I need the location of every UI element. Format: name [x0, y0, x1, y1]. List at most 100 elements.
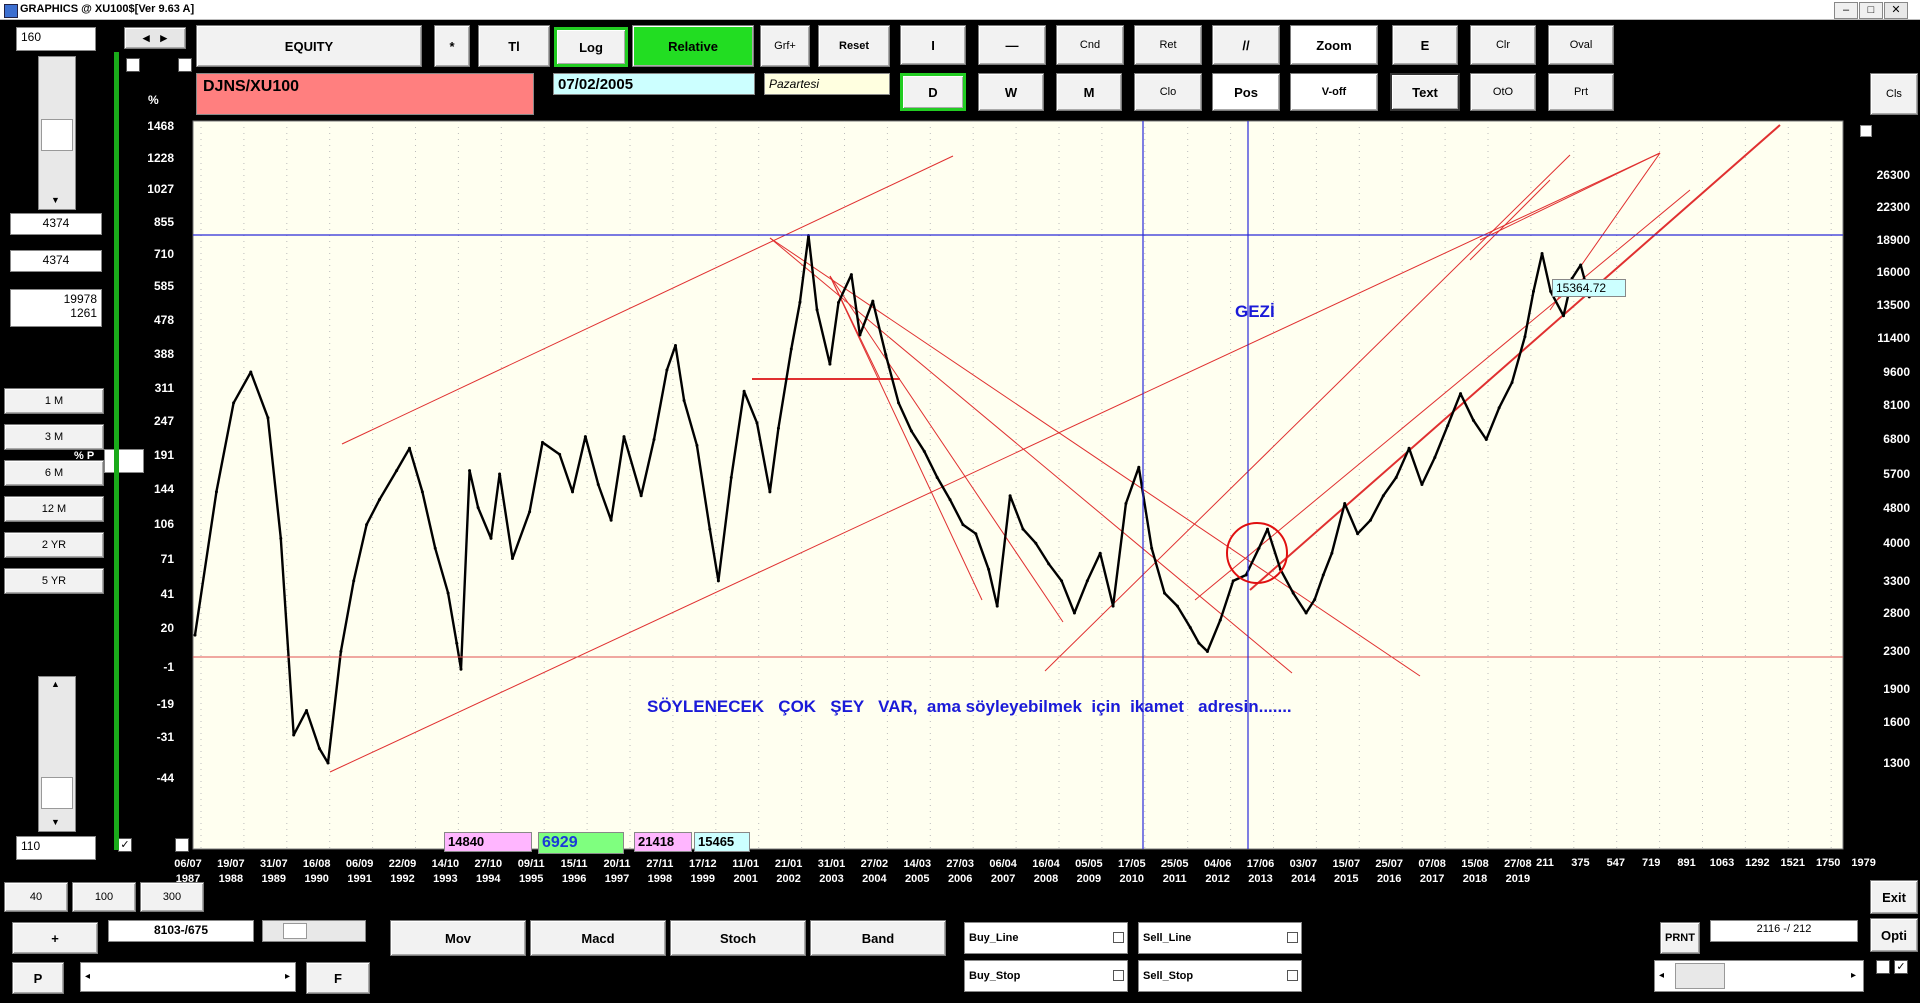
exit-button[interactable]: Exit — [1870, 880, 1918, 914]
maximize-button[interactable]: □ — [1859, 2, 1883, 19]
p-scrollbar[interactable]: ◂ ▸ — [80, 962, 296, 992]
period-2yr-button[interactable]: 2 YR — [4, 532, 104, 558]
oto-button[interactable]: OtO — [1470, 73, 1536, 111]
p-button[interactable]: P — [12, 962, 64, 994]
top-scrollbar[interactable]: ▼ — [38, 56, 76, 210]
buy-stop-option[interactable]: Buy_Stop — [964, 960, 1128, 992]
scroll-down-icon[interactable]: ▼ — [51, 195, 60, 205]
parallel-lines-button[interactable]: // — [1212, 25, 1280, 65]
btn-100[interactable]: 100 — [72, 882, 136, 912]
equity-button[interactable]: EQUITY — [196, 25, 422, 67]
sell-line-checkbox[interactable] — [1287, 932, 1298, 943]
reset-button[interactable]: Reset — [818, 25, 890, 67]
period-1m-button[interactable]: 1 M — [4, 388, 104, 414]
price-point — [768, 490, 772, 494]
period-5yr-button[interactable]: 5 YR — [4, 568, 104, 594]
oval-button[interactable]: Oval — [1548, 25, 1614, 65]
price-point — [665, 368, 669, 372]
ret-button[interactable]: Ret — [1134, 25, 1202, 65]
right-scroll-right-icon[interactable]: ▸ — [1851, 970, 1857, 981]
x-date-year: 2019 — [1505, 873, 1531, 885]
daily-button[interactable]: D — [900, 73, 966, 111]
minimize-button[interactable]: – — [1834, 2, 1858, 19]
counter-slider-thumb[interactable] — [283, 923, 307, 939]
pos-button[interactable]: Pos — [1212, 73, 1280, 111]
f-button[interactable]: F — [306, 962, 370, 994]
x-date-day: 20/11 — [603, 858, 631, 870]
weekly-button[interactable]: W — [978, 73, 1044, 111]
buy-line-option[interactable]: Buy_Line — [964, 922, 1128, 954]
scroll-left-icon[interactable]: ◂ — [85, 971, 91, 982]
x-date-year: 2001 — [733, 873, 758, 885]
x-date-year: 2015 — [1334, 873, 1359, 885]
sell-stop-checkbox[interactable] — [1287, 970, 1298, 981]
counter-slider[interactable] — [262, 920, 366, 942]
tl-button[interactable]: Tl — [478, 25, 550, 67]
price-point — [1304, 611, 1308, 615]
pct-field[interactable] — [104, 449, 144, 473]
btn-40[interactable]: 40 — [4, 882, 68, 912]
price-point — [408, 446, 411, 450]
right-axis-box[interactable] — [1860, 125, 1872, 137]
prnt-button[interactable]: PRNT — [1660, 922, 1700, 954]
right-scroll-thumb[interactable] — [1675, 963, 1725, 989]
bottom-scrollbar[interactable]: ▲ ▼ — [38, 676, 76, 832]
scroll-down-icon-2[interactable]: ▼ — [51, 817, 60, 827]
period-3m-button[interactable]: 3 M — [4, 424, 104, 450]
cls-button[interactable]: Cls — [1870, 73, 1918, 115]
scroll-up-icon[interactable]: ▲ — [51, 679, 60, 689]
btn-300[interactable]: 300 — [140, 882, 204, 912]
spin-right-icon[interactable]: ▸ — [160, 30, 167, 45]
macd-tab[interactable]: Macd — [530, 920, 666, 956]
opti-button[interactable]: Opti — [1870, 918, 1918, 952]
monthly-button[interactable]: M — [1056, 73, 1122, 111]
log-button[interactable]: Log — [554, 27, 628, 67]
close-button[interactable]: ✕ — [1884, 2, 1908, 19]
star-button[interactable]: * — [434, 25, 470, 67]
top-spin-control[interactable]: ◂ ▸ — [124, 27, 186, 49]
option-checkbox-2[interactable] — [178, 58, 192, 72]
price-point — [789, 347, 793, 351]
period-6m-button[interactable]: 6 M — [4, 460, 104, 486]
prt-button[interactable]: Prt — [1548, 73, 1614, 111]
bar-count-field[interactable]: 160 — [16, 27, 96, 51]
right-scroll-left-icon[interactable]: ◂ — [1659, 970, 1665, 981]
clr-button[interactable]: Clr — [1470, 25, 1536, 65]
zoom-button[interactable]: Zoom — [1290, 25, 1378, 65]
unchecked-checkbox[interactable] — [175, 838, 189, 852]
price-point — [1072, 611, 1076, 615]
plus-button[interactable]: + — [12, 922, 98, 954]
sell-line-option[interactable]: Sell_Line — [1138, 922, 1302, 954]
relative-button[interactable]: Relative — [632, 25, 754, 67]
e-button[interactable]: E — [1392, 25, 1458, 65]
right-checkbox-1[interactable] — [1876, 960, 1890, 974]
option-checkbox-1[interactable] — [126, 58, 140, 72]
vertical-line-button[interactable]: I — [900, 25, 966, 65]
right-checkbox-2[interactable]: ✓ — [1894, 960, 1908, 974]
date-field[interactable]: 07/02/2005 — [553, 73, 755, 95]
text-button[interactable]: Text — [1390, 73, 1460, 111]
horizontal-line-button[interactable]: — — [978, 25, 1046, 65]
clo-button[interactable]: Clo — [1134, 73, 1202, 111]
x-date-day: 17/12 — [689, 858, 717, 870]
x-date-year: 1997 — [604, 873, 630, 885]
scroll-thumb-2[interactable] — [41, 777, 73, 809]
voff-button[interactable]: V-off — [1290, 73, 1378, 111]
band-tab[interactable]: Band — [810, 920, 946, 956]
x-date-day: 09/11 — [517, 858, 545, 870]
bottom-value-field[interactable]: 110 — [16, 836, 96, 860]
mov-tab[interactable]: Mov — [390, 920, 526, 956]
scroll-right-icon[interactable]: ▸ — [285, 971, 291, 982]
period-12m-button[interactable]: 12 M — [4, 496, 104, 522]
stoch-tab[interactable]: Stoch — [670, 920, 806, 956]
right-scrollbar[interactable]: ◂ ▸ — [1654, 960, 1864, 992]
x-date-day: 15/07 — [1332, 858, 1361, 870]
cnd-button[interactable]: Cnd — [1056, 25, 1124, 65]
buy-stop-checkbox[interactable] — [1113, 970, 1124, 981]
buy-line-checkbox[interactable] — [1113, 932, 1124, 943]
spin-left-icon[interactable]: ◂ — [143, 30, 150, 45]
grf-plus-button[interactable]: Grf+ — [760, 25, 810, 67]
scroll-thumb[interactable] — [41, 119, 73, 151]
sell-stop-option[interactable]: Sell_Stop — [1138, 960, 1302, 992]
